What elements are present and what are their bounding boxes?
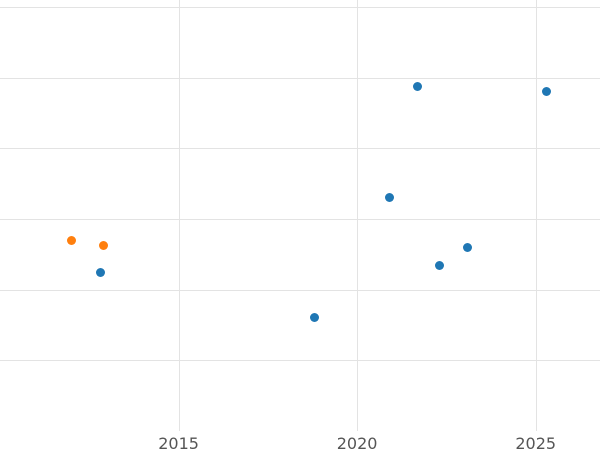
x-tick-label: 2025	[515, 434, 557, 450]
y-gridline	[0, 148, 600, 150]
series-blue-point	[95, 267, 105, 277]
x-gridline	[357, 0, 359, 431]
y-gridline	[0, 219, 600, 220]
x-tick-label: 2020	[336, 434, 378, 450]
y-gridline	[0, 7, 600, 9]
series-orange-point	[66, 235, 76, 245]
series-blue-point	[541, 87, 551, 97]
series-blue-point	[384, 193, 394, 203]
series-blue-point	[434, 260, 444, 270]
x-tick-label: 2015	[158, 434, 199, 450]
series-blue-point	[309, 312, 319, 322]
y-gridline	[0, 360, 600, 362]
series-orange-point	[99, 241, 109, 251]
x-gridline	[178, 0, 180, 431]
series-blue-point	[463, 242, 473, 252]
series-blue-point	[413, 81, 423, 91]
y-gridline	[0, 77, 600, 79]
y-gridline	[0, 289, 600, 291]
x-gridline	[535, 0, 537, 431]
